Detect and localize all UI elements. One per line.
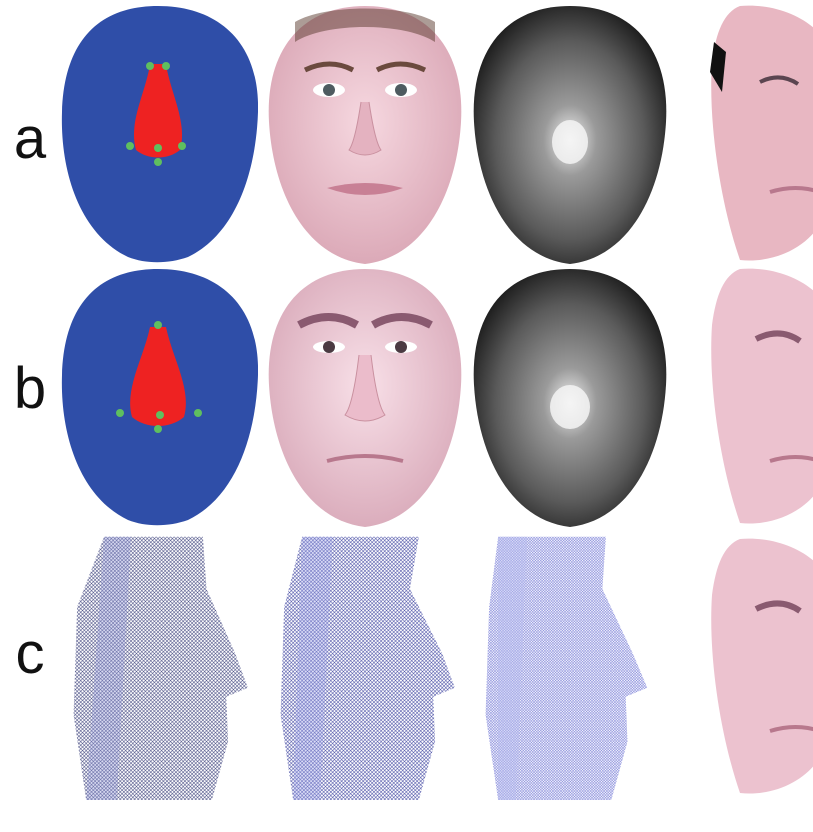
row-b-texture-profile <box>670 265 813 530</box>
row-a-texture-profile <box>670 2 813 267</box>
row-b-texture-frontal <box>265 265 465 530</box>
row-label-a: a <box>13 106 47 171</box>
row-c-mesh-profile-1 <box>58 535 258 800</box>
row-c-mesh-profile-3 <box>470 535 670 800</box>
row-a-texture-frontal <box>265 2 465 267</box>
row-c-mesh-profile-2 <box>265 535 465 800</box>
row-a-depth-map <box>470 2 670 267</box>
row-c-texture-profile <box>670 535 813 800</box>
row-label-c: c <box>15 621 45 686</box>
row-b-depth-map <box>470 265 670 530</box>
row-b-segmentation-mask <box>58 265 258 530</box>
row-label-b: b <box>13 356 47 421</box>
row-a-segmentation-mask <box>58 2 258 267</box>
